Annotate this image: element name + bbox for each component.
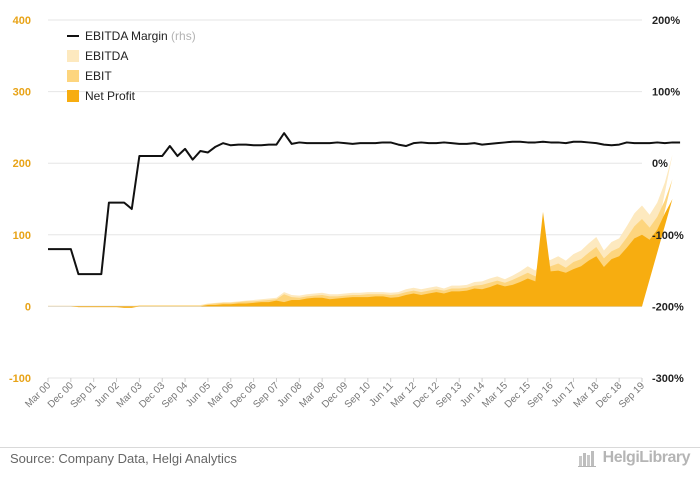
y-tick-label-right: 200%: [652, 15, 680, 27]
y-tick-label-left: 400: [13, 15, 31, 27]
left-axis: -100 0 100 200 300 400: [9, 15, 31, 385]
x-tick-label: Sep 13: [434, 380, 464, 410]
y-tick-label-right: -300%: [652, 373, 684, 385]
y-tick-label-right: -200%: [652, 301, 684, 313]
brand-name: HelgiLibrary: [602, 449, 691, 466]
x-tick-label: Sep 04: [160, 380, 190, 410]
legend-sublabel: (rhs): [168, 29, 196, 43]
chart-areas: [48, 154, 673, 308]
footer-divider: [0, 447, 700, 448]
y-tick-label-left: 100: [13, 230, 31, 242]
x-tick-label: Sep 19: [617, 380, 647, 410]
legend-label: EBITDA Margin (rhs): [85, 29, 196, 43]
legend-label: EBITDA: [85, 49, 128, 63]
y-tick-label-right: 0%: [652, 158, 668, 170]
y-tick-label-right: 100%: [652, 87, 680, 99]
y-tick-label-left: 200: [13, 158, 31, 170]
x-tick-label: Sep 01: [69, 380, 99, 410]
library-books-icon: [577, 451, 596, 467]
x-tick-label: Sep 07: [251, 380, 281, 410]
legend-swatch: [67, 90, 79, 102]
line-ebitda-margin: [48, 132, 681, 276]
brand[interactable]: HelgiLibrary: [577, 449, 691, 467]
area-net-profit: [48, 199, 673, 308]
grid-lines: [48, 19, 642, 379]
legend-label: EBIT: [85, 69, 112, 83]
legend: EBITDA Margin (rhs) EBITDA EBIT Net Profit: [67, 29, 196, 103]
legend-label: Net Profit: [85, 89, 136, 103]
source-note: Source: Company Data, Helgi Analytics: [10, 451, 237, 466]
y-tick-label-left: -100: [9, 373, 31, 385]
y-tick-label-left: 0: [25, 301, 31, 313]
legend-swatch: [67, 70, 79, 82]
x-tick-label: Sep 10: [343, 380, 373, 410]
y-tick-label-left: 300: [13, 87, 31, 99]
chart: -100 0 100 200 300 400 -300% -200% -100% 0% 100% 2…: [9, 15, 684, 411]
chart-lines: [48, 132, 681, 276]
right-axis: -300% -200% -100% 0% 100% 200%: [652, 15, 684, 385]
legend-swatch: [67, 50, 79, 62]
y-tick-label-right: -100%: [652, 230, 684, 242]
x-tick-label: Sep 16: [526, 380, 556, 410]
